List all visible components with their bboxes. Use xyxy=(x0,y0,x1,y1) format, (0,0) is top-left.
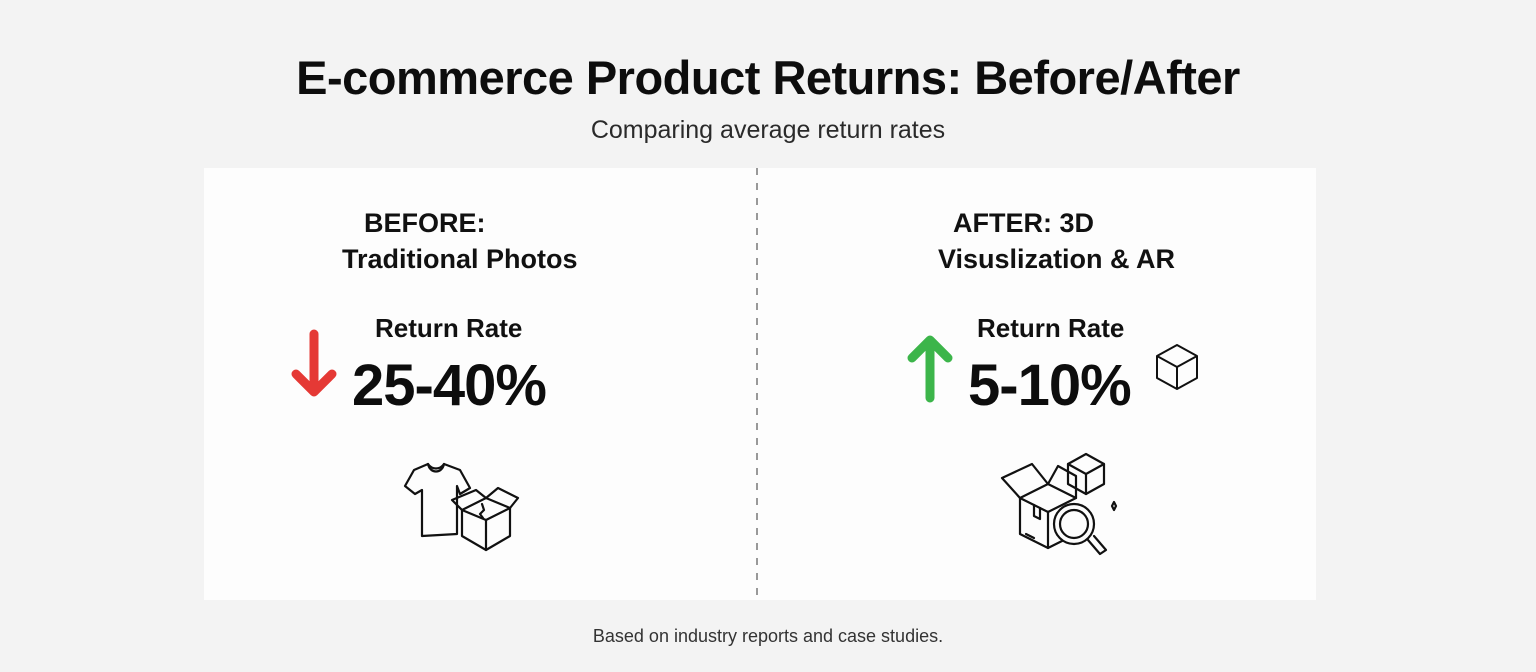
before-heading: BEFORE: xyxy=(364,208,486,238)
box-with-magnifier-icon xyxy=(1000,452,1118,556)
before-panel: BEFORE: Traditional Photos Return Rate 2… xyxy=(204,168,756,600)
after-rate-label: Return Rate xyxy=(977,313,1125,343)
comparison-card: BEFORE: Traditional Photos Return Rate 2… xyxy=(204,168,1316,600)
footer-note: Based on industry reports and case studi… xyxy=(592,626,944,646)
dashed-divider xyxy=(756,168,758,600)
cube-icon xyxy=(1156,344,1198,390)
tshirt-and-open-box-icon xyxy=(403,462,520,552)
arrow-up-icon xyxy=(907,335,953,403)
page-subtitle: Comparing average return rates xyxy=(590,116,946,144)
arrow-down-icon xyxy=(291,329,337,397)
after-panel: AFTER: 3D Visuslization & AR Return Rate… xyxy=(758,168,1316,600)
page-title: E-commerce Product Returns: Before/After xyxy=(296,51,1240,104)
after-heading: AFTER: 3D xyxy=(953,208,1094,238)
before-subheading: Traditional Photos xyxy=(342,244,578,274)
after-subheading: Visuslization & AR xyxy=(938,244,1176,274)
after-rate-value: 5-10% xyxy=(968,353,1132,418)
before-rate-value: 25-40% xyxy=(352,353,547,418)
before-rate-label: Return Rate xyxy=(375,313,523,343)
